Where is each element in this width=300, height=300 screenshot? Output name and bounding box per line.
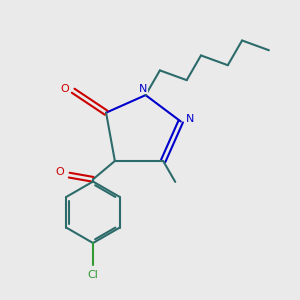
Text: N: N	[186, 114, 195, 124]
Text: O: O	[61, 83, 70, 94]
Text: N: N	[139, 83, 148, 94]
Text: Cl: Cl	[88, 270, 98, 280]
Text: O: O	[55, 167, 64, 177]
